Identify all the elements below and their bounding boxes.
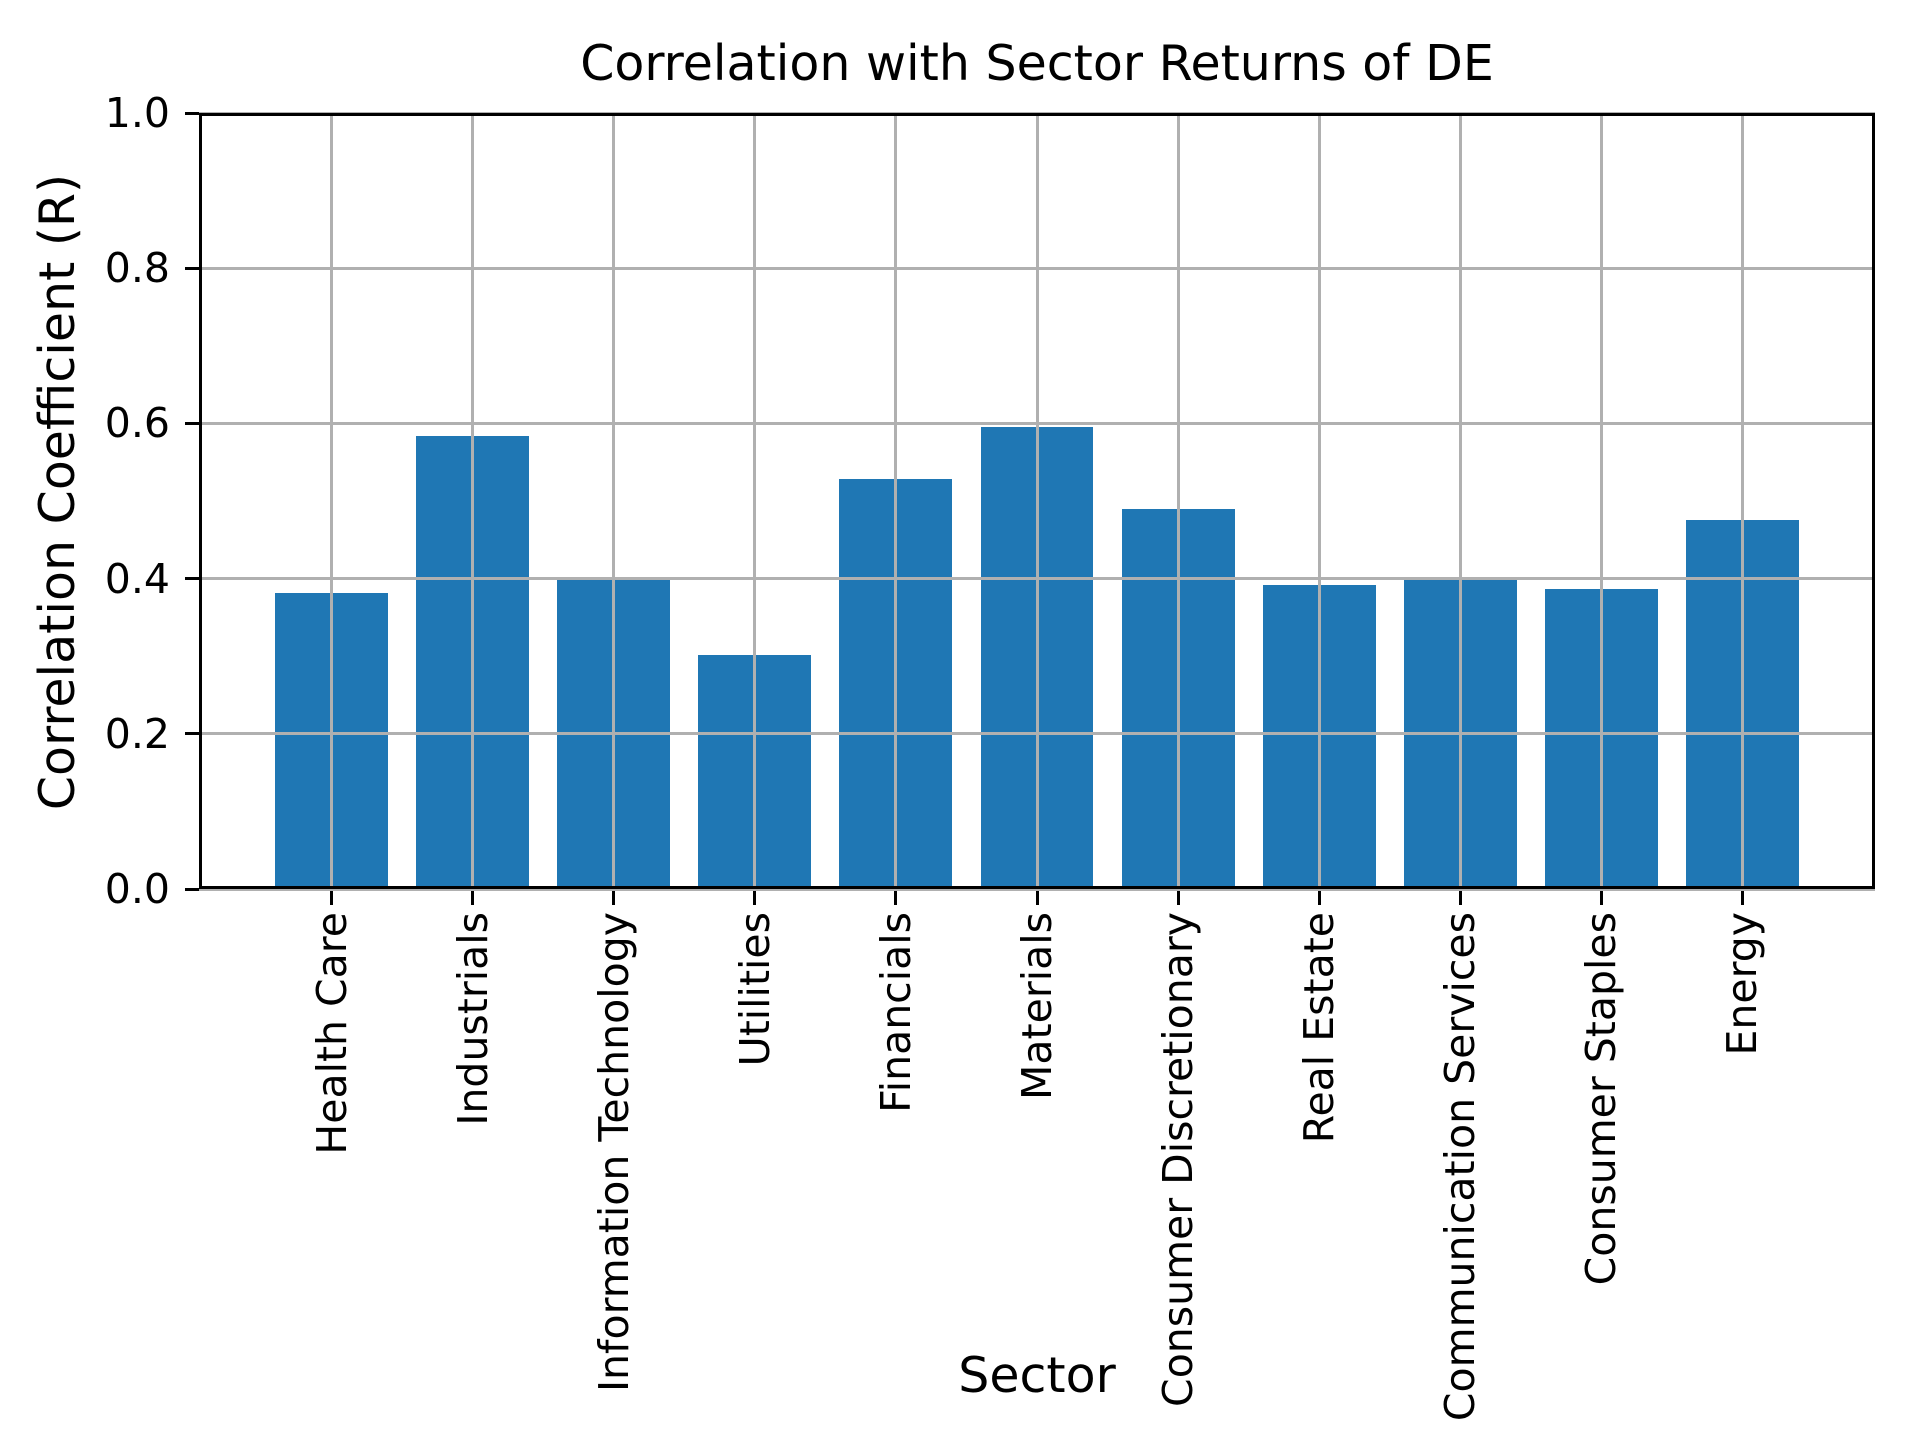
x-axis-label: Sector (958, 1347, 1116, 1404)
y-tick-label-0.4: 0.4 (104, 554, 170, 603)
bar-communication-services (1403, 578, 1517, 889)
x-tick-mark-financials (894, 889, 898, 905)
bar-consumer-discretionary (1121, 508, 1235, 889)
x-tick-mark-consumer-staples (1599, 889, 1603, 905)
y-tick-mark-0.4 (185, 577, 199, 581)
y-tick-label-0.2: 0.2 (104, 709, 170, 758)
y-tick-label-0.6: 0.6 (104, 399, 170, 448)
bars-layer (199, 113, 1875, 889)
x-tick-mark-information-technology (612, 889, 616, 905)
bar-health-care (275, 593, 389, 889)
x-tick-label-financials: Financials (871, 912, 920, 1113)
x-tick-label-real-estate: Real Estate (1295, 912, 1344, 1144)
plot-area (199, 111, 1875, 891)
x-tick-label-utilities: Utilities (730, 912, 779, 1067)
y-tick-mark-0.0 (185, 887, 199, 891)
bar-industrials (416, 435, 530, 889)
x-tick-mark-utilities (753, 889, 757, 905)
y-tick-mark-0.2 (185, 732, 199, 736)
x-tick-label-consumer-staples: Consumer Staples (1577, 912, 1626, 1286)
x-tick-label-materials: Materials (1013, 912, 1061, 1100)
y-tick-mark-0.6 (185, 421, 199, 425)
x-tick-label-information-technology: Information Technology (589, 912, 638, 1393)
x-tick-mark-energy (1740, 889, 1744, 905)
x-tick-mark-materials (1035, 889, 1039, 905)
y-tick-label-0.8: 0.8 (104, 244, 170, 293)
y-tick-label-1.0: 1.0 (104, 89, 170, 137)
x-tick-label-industrials: Industrials (448, 912, 497, 1126)
bar-information-technology (557, 577, 671, 889)
x-tick-label-consumer-discretionary: Consumer Discretionary (1154, 912, 1203, 1407)
x-tick-mark-communication-services (1458, 889, 1462, 905)
x-tick-mark-real-estate (1317, 889, 1321, 905)
x-tick-mark-industrials (471, 889, 475, 905)
x-tick-mark-health-care (330, 889, 334, 905)
y-tick-label-0.0: 0.0 (104, 865, 170, 913)
bar-energy (1685, 519, 1799, 889)
bar-utilities (698, 655, 812, 889)
bar-financials (839, 478, 953, 889)
x-tick-mark-consumer-discretionary (1176, 889, 1180, 905)
x-tick-label-communication-services: Communication Services (1436, 912, 1485, 1422)
bar-real-estate (1262, 584, 1376, 889)
x-tick-label-health-care: Health Care (307, 912, 356, 1155)
bar-consumer-staples (1544, 588, 1658, 889)
chart-title: Correlation with Sector Returns of DE (580, 35, 1494, 92)
y-tick-mark-0.8 (185, 266, 199, 270)
bar-materials (980, 426, 1094, 889)
x-tick-label-energy: Energy (1718, 912, 1767, 1056)
y-tick-mark-1.0 (185, 111, 199, 115)
